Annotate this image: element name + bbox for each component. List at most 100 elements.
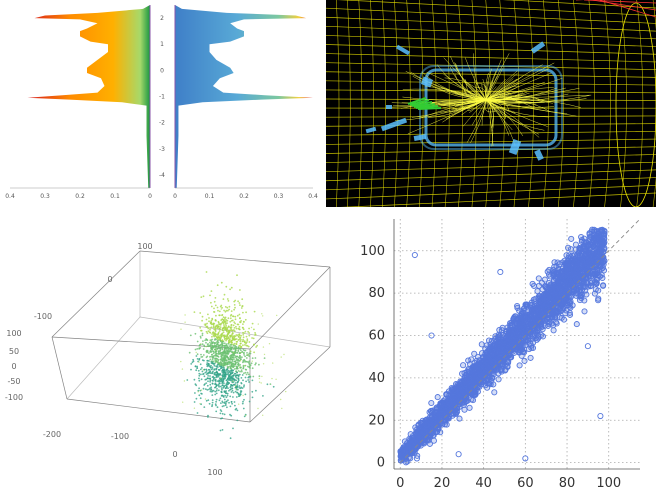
data-point (224, 316, 227, 319)
data-point (240, 382, 243, 385)
data-point (214, 403, 217, 406)
data-point (211, 368, 214, 370)
data-point (219, 397, 222, 400)
data-point (215, 352, 218, 355)
scatter-point (488, 348, 495, 355)
data-point (219, 385, 222, 388)
particle-track (463, 88, 487, 101)
data-point (228, 305, 231, 308)
data-point (215, 375, 218, 377)
scatter-point (466, 360, 473, 368)
data-point (285, 390, 287, 393)
data-point (234, 335, 237, 338)
scatter-point (548, 287, 555, 294)
data-point (253, 343, 255, 346)
scatter-point (491, 389, 498, 396)
scatter-point (591, 278, 599, 285)
data-point (209, 344, 212, 347)
data-point (214, 344, 217, 347)
data-point (233, 378, 236, 381)
data-point (210, 326, 213, 329)
data-point (213, 311, 215, 313)
scatter-point (445, 397, 452, 404)
data-point (216, 406, 219, 409)
data-point (227, 399, 229, 402)
data-point (234, 390, 237, 393)
data-point (225, 318, 227, 321)
data-point (209, 339, 211, 341)
data-point (223, 342, 226, 345)
data-point (247, 376, 250, 379)
data-point (207, 327, 210, 330)
data-point (222, 316, 225, 319)
data-point (221, 341, 223, 344)
data-point (238, 302, 241, 304)
data-point (242, 407, 245, 410)
data-point (229, 413, 231, 416)
scatter-point (516, 362, 523, 369)
data-point (222, 322, 225, 325)
data-point (232, 335, 235, 337)
scatter-2d-chart: 0 20 40 60 80 100 0 20 40 60 80 100 (360, 218, 641, 491)
scatter-point (488, 374, 495, 381)
data-point (199, 368, 202, 371)
data-point (228, 401, 230, 404)
data-point (194, 348, 197, 351)
data-point (196, 348, 199, 350)
data-point (211, 353, 213, 356)
data-point (232, 365, 235, 368)
data-point (196, 365, 199, 368)
data-point (245, 341, 248, 344)
data-point (200, 373, 202, 376)
data-point (229, 405, 232, 408)
data-point (202, 369, 204, 371)
data-point (214, 328, 217, 330)
data-point (236, 314, 239, 317)
data-point (240, 386, 243, 389)
data-point (212, 352, 215, 355)
outlier-point (455, 451, 462, 458)
scatter-point (597, 260, 604, 267)
data-point (257, 407, 259, 410)
data-point (206, 384, 209, 387)
data-point (196, 340, 199, 343)
data-point (233, 327, 236, 329)
data-point (207, 343, 210, 345)
data-point (242, 394, 244, 397)
scatter-point (558, 307, 566, 314)
particle-track (485, 99, 506, 108)
particle-track (485, 99, 494, 147)
data-point (236, 409, 239, 412)
calorimeter-block (530, 41, 546, 54)
data-point (227, 372, 230, 375)
data-point (209, 370, 212, 373)
data-point (258, 377, 261, 380)
data-point (218, 327, 221, 330)
data-point (204, 324, 207, 327)
scatter-point (587, 250, 594, 257)
data-point (218, 385, 221, 388)
data-point (198, 374, 201, 377)
calorimeter-block (395, 44, 411, 56)
grid-ring-line (557, 0, 564, 207)
scatter-point (551, 263, 558, 270)
particle-track (485, 99, 510, 111)
data-point (242, 334, 245, 336)
data-point (221, 405, 224, 408)
data-point (218, 330, 221, 332)
scatter-point (546, 266, 553, 273)
data-point (220, 367, 223, 369)
particle-track (485, 99, 540, 138)
data-point (218, 323, 221, 326)
data-point (229, 372, 232, 374)
data-point (198, 357, 201, 360)
data-point (210, 301, 212, 304)
data-point (244, 341, 246, 344)
data-point (202, 348, 205, 350)
grid-long-line (326, 154, 656, 163)
data-point (228, 330, 231, 332)
grid-ring-line (394, 0, 399, 207)
data-point (234, 299, 237, 302)
data-point (244, 330, 247, 333)
particle-track (471, 99, 487, 126)
